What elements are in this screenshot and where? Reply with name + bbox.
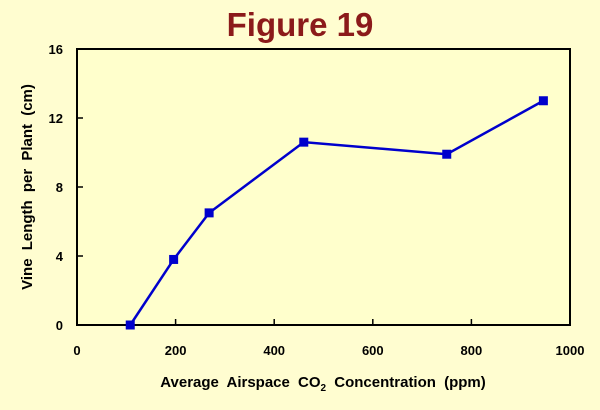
- data-point: [442, 149, 452, 159]
- data-point: [204, 208, 214, 218]
- series-line: [129, 99, 544, 326]
- x-axis-label-main: Average Airspace CO: [160, 374, 321, 391]
- x-tick-label: 1000: [556, 343, 585, 358]
- x-axis-label-sub: 2: [321, 383, 327, 394]
- x-tick-label: 200: [165, 343, 187, 358]
- data-point: [169, 254, 179, 264]
- y-tick-label: 4: [56, 249, 64, 264]
- x-axis-label: Average Airspace CO2 Concentration (ppm): [160, 374, 486, 394]
- x-tick-label: 0: [73, 343, 80, 358]
- y-axis-label: Vine Length per Plant (cm): [19, 84, 36, 290]
- chart-title: Figure 19: [226, 6, 374, 43]
- y-tick-label: 8: [56, 180, 63, 195]
- data-point: [299, 137, 309, 147]
- data-point: [538, 96, 548, 106]
- x-tick-label: 800: [461, 343, 483, 358]
- y-tick-label: 16: [49, 42, 63, 57]
- data-point: [125, 320, 135, 330]
- y-tick-label: 12: [49, 111, 63, 126]
- x-tick-label: 600: [362, 343, 384, 358]
- x-axis-label-rest: Concentration (ppm): [326, 374, 486, 391]
- x-tick-label: 400: [263, 343, 285, 358]
- y-tick-label: 0: [56, 318, 63, 333]
- plot-area: [76, 48, 571, 326]
